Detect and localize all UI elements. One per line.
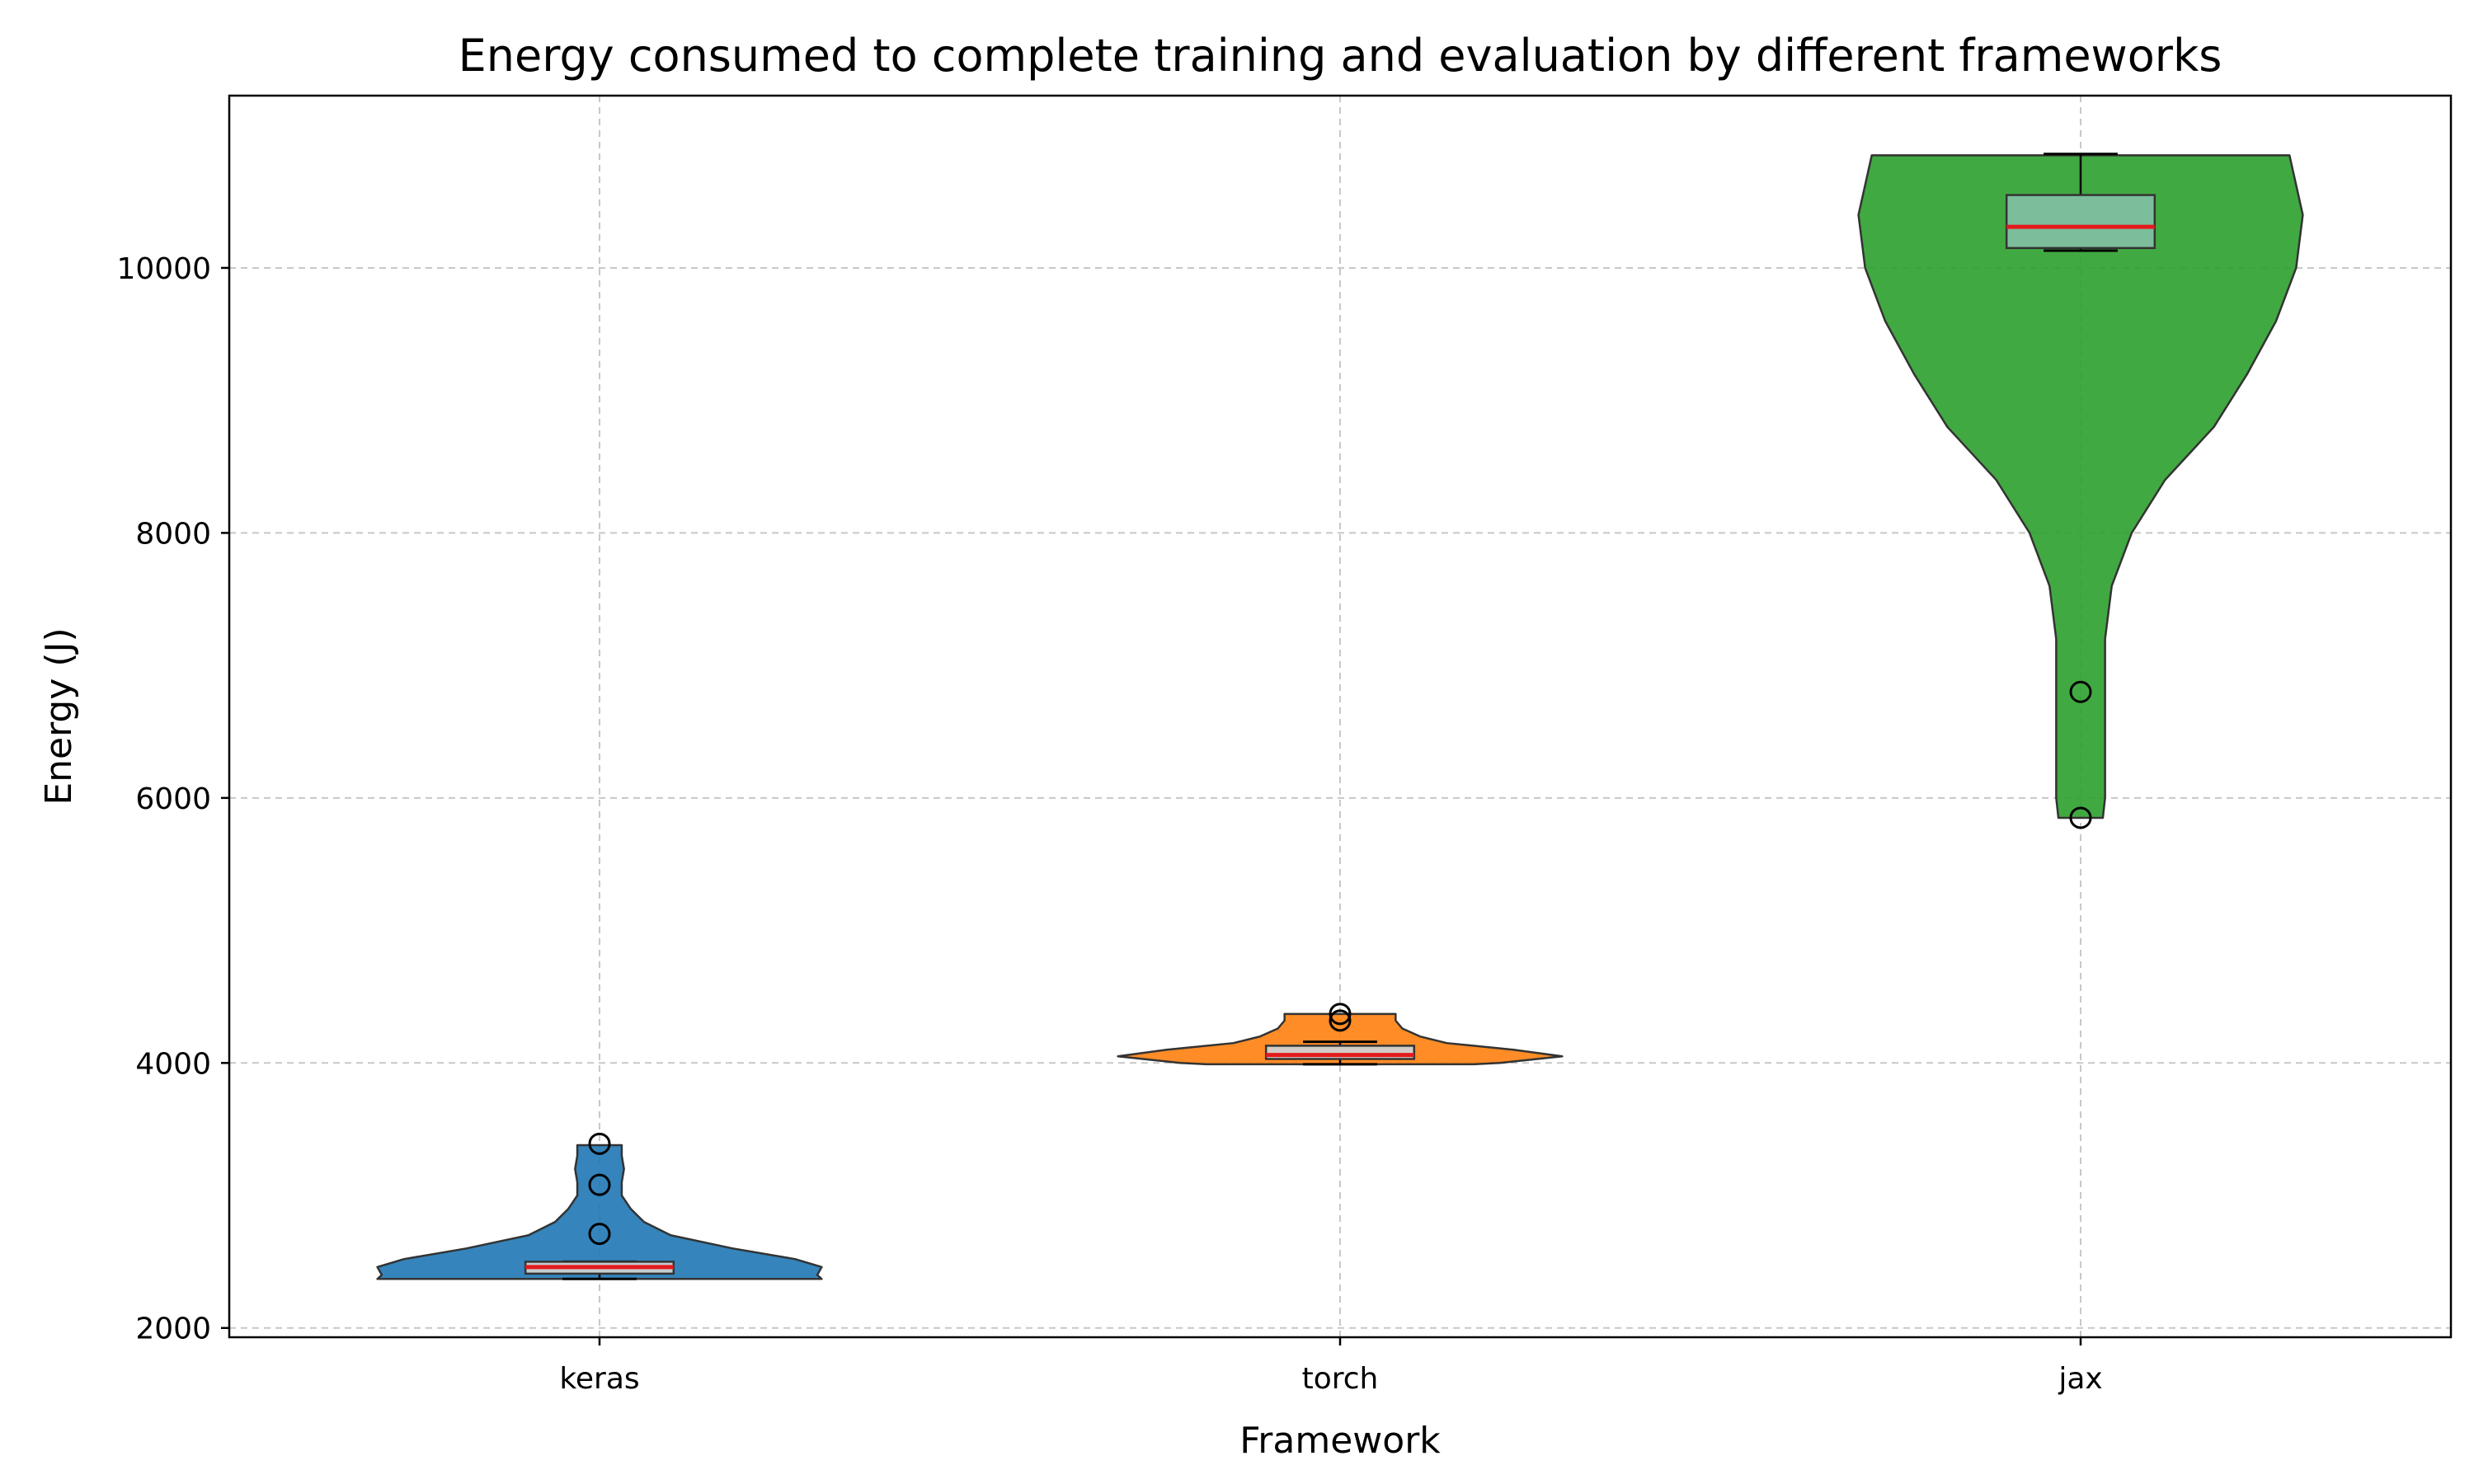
violin-keras [376,1144,823,1280]
violin-jax [1857,154,2304,819]
box-layer [524,153,2157,1280]
y-tick-label: 4000 [135,1047,211,1081]
outlier-point-jax [2069,806,2092,829]
box-jax [2005,194,2157,250]
outlier-point-torch [1329,1009,1352,1032]
outlier-point-keras [588,1173,611,1196]
violin-layer [376,154,2304,1280]
outlier-point-keras [588,1223,611,1246]
outlier-point-keras [588,1132,611,1155]
outlier-point-torch [1329,1003,1352,1026]
x-axis-title: Framework [1239,1420,1441,1462]
tick-layer: 2000 4000 6000 8000 10000 keras torch jax [116,252,2102,1396]
chart-title: Energy consumed to complete training and… [459,30,2222,82]
y-tick-label: 6000 [135,782,211,816]
x-tick-label-jax: jax [2058,1362,2102,1396]
violin-torch [1117,1012,1564,1066]
y-tick-label: 8000 [135,517,211,551]
y-tick-label: 2000 [135,1313,211,1346]
x-tick-label-torch: torch [1302,1362,1379,1396]
y-tick-label: 10000 [116,252,211,286]
y-axis-title: Energy (J) [38,627,80,805]
x-tick-label-keras: keras [559,1362,639,1396]
outlier-layer [588,680,2092,1246]
outlier-point-jax [2069,680,2092,703]
